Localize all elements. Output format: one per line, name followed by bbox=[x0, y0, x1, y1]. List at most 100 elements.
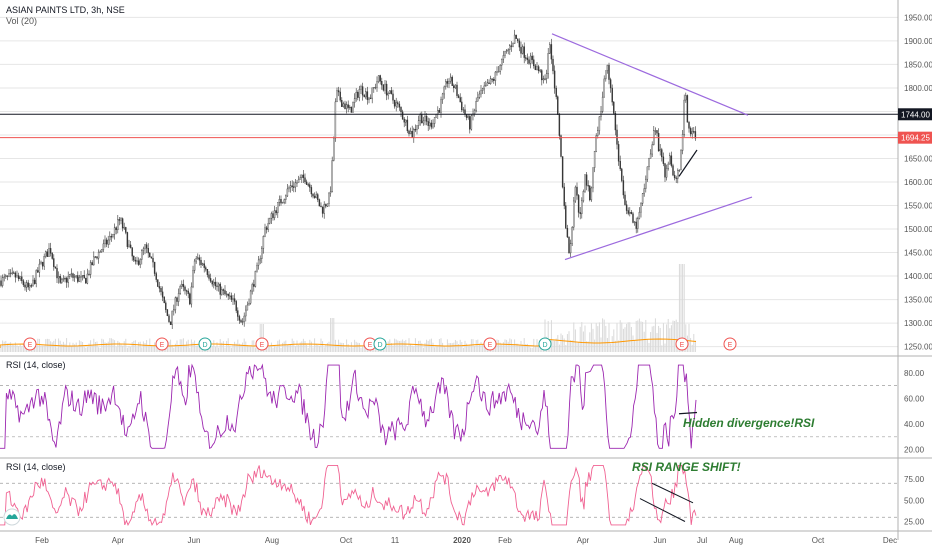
candle-body bbox=[437, 110, 439, 115]
volume-bar bbox=[531, 347, 533, 352]
candle-body bbox=[254, 270, 257, 287]
volume-bar bbox=[350, 342, 352, 352]
time-tick-label: Oct bbox=[812, 536, 825, 545]
candle-body bbox=[305, 181, 308, 185]
candle-body bbox=[181, 283, 183, 287]
marker-label: E bbox=[160, 342, 165, 349]
candle-body bbox=[678, 169, 681, 171]
candle-body bbox=[499, 65, 501, 72]
volume-bar bbox=[453, 342, 455, 352]
candle-body bbox=[680, 150, 682, 171]
earnings-marker bbox=[483, 337, 497, 351]
volume-bar bbox=[56, 347, 58, 352]
volume-bar bbox=[526, 343, 528, 352]
candle-body bbox=[174, 297, 177, 310]
volume-bar bbox=[499, 342, 501, 352]
volume-bar bbox=[286, 345, 288, 352]
candle-body bbox=[75, 275, 77, 278]
candle-body bbox=[549, 44, 551, 54]
volume-bar bbox=[395, 339, 397, 352]
volume-bar bbox=[517, 343, 519, 352]
volume-bar bbox=[669, 328, 671, 352]
volume-bar bbox=[14, 342, 16, 352]
volume-bar bbox=[21, 346, 23, 352]
candle-body bbox=[104, 239, 106, 245]
volume-bar bbox=[557, 335, 559, 352]
candle-body bbox=[233, 298, 236, 302]
time-axis: Feb Apr Jun Aug Oct 11 2020 Feb Apr Jun Jul Aug Oct D… bbox=[35, 536, 897, 545]
volume-bar bbox=[661, 345, 663, 352]
rsi-tick-label: 75.00 bbox=[904, 475, 925, 484]
candle-body bbox=[245, 309, 247, 317]
candle-body bbox=[168, 315, 170, 322]
volume-bar bbox=[675, 319, 677, 352]
candle-body bbox=[73, 276, 76, 278]
candle-body bbox=[424, 115, 426, 122]
candle-body bbox=[125, 227, 127, 233]
volume-bar bbox=[579, 326, 581, 352]
candle-body bbox=[21, 276, 23, 281]
candle-body bbox=[613, 101, 615, 114]
candle-body bbox=[129, 244, 132, 248]
candle-body bbox=[99, 251, 101, 253]
candle-body bbox=[611, 87, 613, 103]
volume-bar bbox=[186, 341, 188, 352]
volume-bar bbox=[235, 343, 237, 352]
candle-body bbox=[296, 182, 298, 184]
volume-bar bbox=[24, 345, 26, 352]
volume-bar bbox=[464, 340, 466, 352]
volume-bar bbox=[288, 343, 290, 352]
volume-bar bbox=[174, 343, 176, 352]
volume-bar bbox=[582, 331, 584, 352]
volume-bar bbox=[421, 343, 423, 352]
dividend-marker bbox=[538, 337, 552, 351]
candle-body bbox=[19, 276, 21, 280]
candle-body bbox=[672, 165, 674, 176]
candle-body bbox=[622, 180, 625, 196]
volume-bar bbox=[621, 322, 623, 352]
volume-bar bbox=[133, 340, 135, 352]
candle-body bbox=[8, 273, 10, 277]
candle-body bbox=[291, 185, 293, 187]
candle-body bbox=[561, 156, 564, 188]
candle-body bbox=[14, 272, 17, 278]
candle-body bbox=[491, 78, 493, 80]
candle-body bbox=[171, 310, 173, 325]
volume-bar bbox=[664, 343, 666, 352]
candle-body bbox=[656, 130, 658, 134]
candle-body bbox=[97, 251, 100, 259]
volume-bar bbox=[176, 340, 178, 352]
volume-bar bbox=[646, 339, 648, 352]
time-tick-label: Jun bbox=[654, 536, 667, 545]
volume-bar bbox=[61, 343, 63, 352]
candle-body bbox=[587, 185, 589, 187]
volume-bar bbox=[91, 345, 93, 352]
candle-body bbox=[449, 76, 452, 82]
volume-bar bbox=[77, 345, 79, 352]
volume-bar bbox=[229, 345, 231, 352]
volume-bar bbox=[120, 343, 122, 352]
volume-bar bbox=[514, 339, 516, 352]
volume-bar bbox=[414, 338, 416, 352]
volume-bar bbox=[619, 320, 621, 352]
volume-bar bbox=[456, 341, 458, 352]
volume-bar bbox=[326, 342, 328, 352]
volume-bar bbox=[478, 343, 480, 352]
volume-bar bbox=[458, 343, 460, 352]
volume-bar bbox=[320, 338, 322, 352]
volume-bar bbox=[413, 346, 415, 352]
candle-body bbox=[395, 102, 397, 107]
volume-bar bbox=[114, 340, 116, 352]
candle-body bbox=[605, 70, 607, 80]
volume-bar bbox=[654, 318, 656, 352]
candle-body bbox=[390, 90, 393, 95]
candle-body bbox=[310, 187, 313, 195]
volume-bar bbox=[581, 322, 583, 352]
volume-bar bbox=[403, 340, 405, 352]
candle-body bbox=[123, 227, 125, 229]
candle-body bbox=[504, 51, 506, 56]
candle-body bbox=[1, 277, 4, 286]
volume-bar bbox=[509, 338, 511, 352]
candle-body bbox=[693, 131, 695, 133]
volume-bar bbox=[242, 342, 244, 352]
